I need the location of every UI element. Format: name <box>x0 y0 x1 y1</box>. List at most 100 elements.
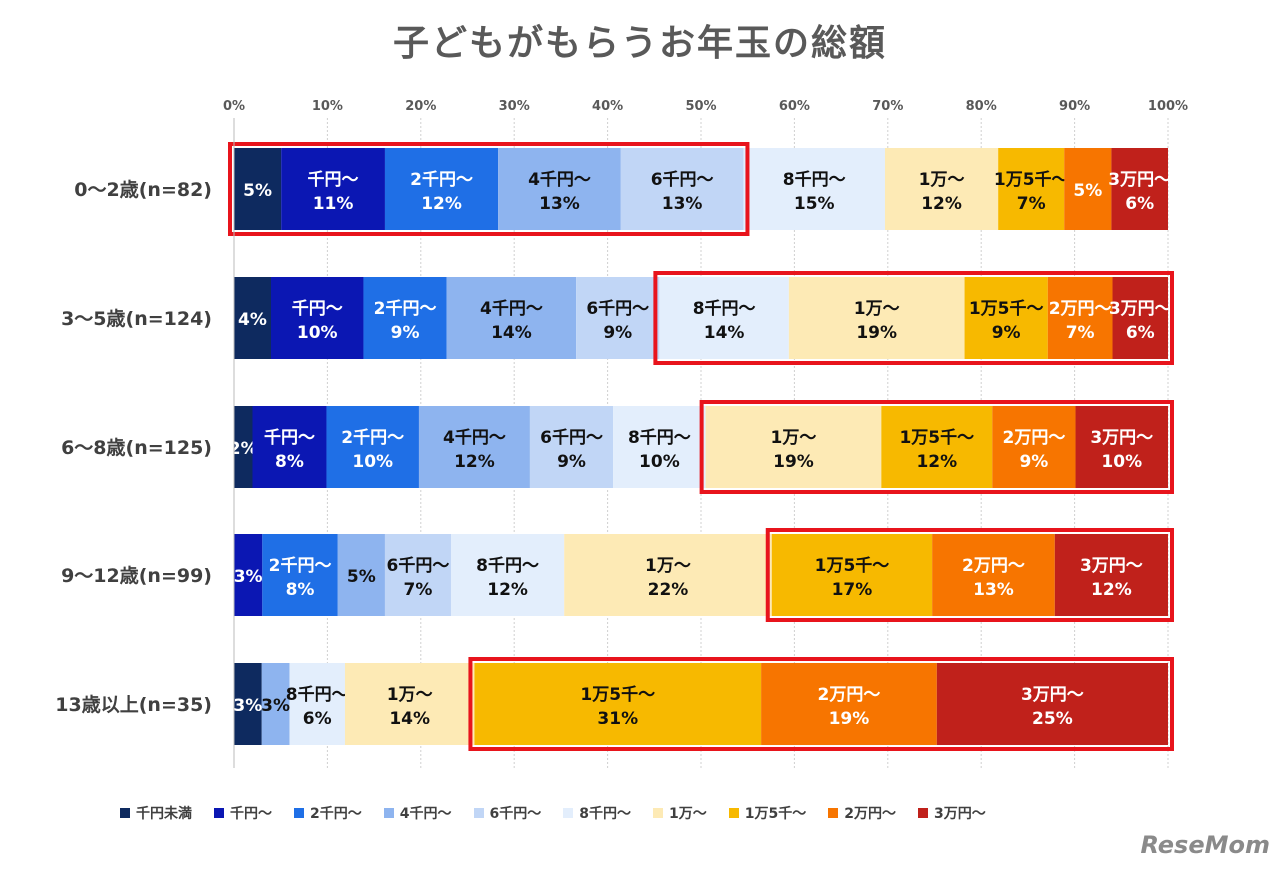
data-label: 9% <box>603 323 632 343</box>
legend-swatch <box>728 808 739 818</box>
legend-label: 千円未満 <box>136 806 192 822</box>
data-label: 13% <box>662 194 703 214</box>
legend-item: 2万円～ <box>828 803 896 823</box>
segment-name-label: 8千円～ <box>476 556 539 576</box>
data-label: 7% <box>1066 323 1095 343</box>
data-label: 10% <box>1101 452 1142 472</box>
x-tick-label: 80% <box>966 99 997 114</box>
segment-name-label: 8千円～ <box>783 170 846 190</box>
bar-segment <box>337 534 385 616</box>
segment-name-label: 1万～ <box>771 428 817 448</box>
segment-name-label: 6千円～ <box>540 428 603 448</box>
x-tick-label: 0% <box>223 99 245 114</box>
segment-name-label: 4千円～ <box>443 428 506 448</box>
bar-segment <box>498 148 621 230</box>
segment-name-label: 3万円～ <box>1080 556 1143 576</box>
legend-label: 2千円～ <box>310 806 362 822</box>
x-tick-label: 40% <box>592 99 623 114</box>
data-label: 14% <box>704 323 745 343</box>
segment-name-label: 1万5千～ <box>899 428 974 448</box>
bar-segment <box>1075 406 1168 488</box>
bar-segment <box>384 534 451 616</box>
legend-label: 4千円～ <box>399 806 452 822</box>
legend-swatch <box>917 808 928 818</box>
data-label: 10% <box>297 323 338 343</box>
x-tick-label: 100% <box>1148 99 1188 114</box>
segment-name-label: 6千円～ <box>651 170 714 190</box>
legend-item: 6千円～ <box>473 803 541 823</box>
data-label: 14% <box>491 323 532 343</box>
segment-name-label: 千円～ <box>292 299 343 319</box>
data-label: 19% <box>829 709 870 729</box>
legend-item: 1万～ <box>653 803 707 823</box>
segment-name-label: 千円～ <box>308 170 359 190</box>
bar-segment <box>564 534 772 616</box>
legend-label: 1万5千～ <box>744 806 807 822</box>
x-tick-label: 60% <box>779 99 810 114</box>
bar-segment <box>1047 277 1113 359</box>
data-label: 7% <box>1017 194 1046 214</box>
segment-name-label: 千円～ <box>264 428 315 448</box>
bar-segment <box>613 406 706 488</box>
x-tick-label: 70% <box>872 99 903 114</box>
bar-segment <box>771 534 933 616</box>
bar-segment <box>234 277 271 359</box>
bar-segment <box>1111 148 1168 230</box>
bar-segment <box>932 534 1055 616</box>
bar-segment <box>234 534 263 616</box>
chart-title: 子どもがもらうお年玉の総額 <box>392 23 887 64</box>
data-label: 8% <box>286 580 315 600</box>
bar-segment <box>936 663 1168 745</box>
data-label: 3% <box>234 567 263 587</box>
legend-label: 3万円～ <box>933 806 986 822</box>
segment-name-label: 4千円～ <box>528 170 591 190</box>
data-label: 12% <box>1091 580 1132 600</box>
legend-swatch <box>828 808 839 818</box>
data-label: 9% <box>992 323 1021 343</box>
bar-segment <box>474 663 762 745</box>
segment-name-label: 2千円～ <box>374 299 437 319</box>
bar-segment <box>261 663 290 745</box>
bar-segment <box>344 663 475 745</box>
data-label: 6% <box>1126 323 1155 343</box>
legend-item: 1万5千～ <box>728 803 807 823</box>
data-label: 9% <box>1019 452 1048 472</box>
data-label: 5% <box>243 181 272 201</box>
legend-label: 2万円～ <box>844 806 896 822</box>
bar-segment <box>418 406 530 488</box>
bar-segment <box>262 534 338 616</box>
bar-segment <box>620 148 744 230</box>
segment-name-label: 8千円～ <box>628 428 691 448</box>
bar-segment <box>281 148 385 230</box>
data-label: 12% <box>421 194 462 214</box>
data-label: 3% <box>261 696 290 716</box>
bar-segment <box>1054 534 1168 616</box>
bar-segment <box>234 406 253 488</box>
legend-swatch <box>563 808 574 818</box>
data-label: 5% <box>347 567 376 587</box>
data-label: 6% <box>303 709 332 729</box>
highlight-box <box>699 400 1175 494</box>
bar-segment <box>1112 277 1168 359</box>
bar-segment <box>659 277 789 359</box>
category-label: 3～5歳(n=124) <box>61 308 212 330</box>
segment-name-label: 2千円～ <box>269 556 332 576</box>
bar-segment <box>384 148 499 230</box>
bar-segment <box>363 277 447 359</box>
legend-item: 4千円～ <box>383 803 452 823</box>
resemom-logo: ReseMom <box>1140 831 1270 859</box>
data-label: 10% <box>639 452 680 472</box>
x-tick-label: 30% <box>499 99 530 114</box>
legend-swatch <box>473 808 484 818</box>
bar-segment <box>788 277 965 359</box>
segment-name-label: 2万円～ <box>1049 299 1112 319</box>
category-label: 0～2歳(n=82) <box>74 179 212 201</box>
data-label: 8% <box>275 452 304 472</box>
data-label: 11% <box>313 194 354 214</box>
category-label: 6～8歳(n=125) <box>61 437 212 459</box>
segment-name-label: 1万5千～ <box>815 556 890 576</box>
data-label: 7% <box>404 580 433 600</box>
bar-segment <box>881 406 993 488</box>
data-label: 22% <box>648 580 689 600</box>
legend-item: 2千円～ <box>294 803 362 823</box>
